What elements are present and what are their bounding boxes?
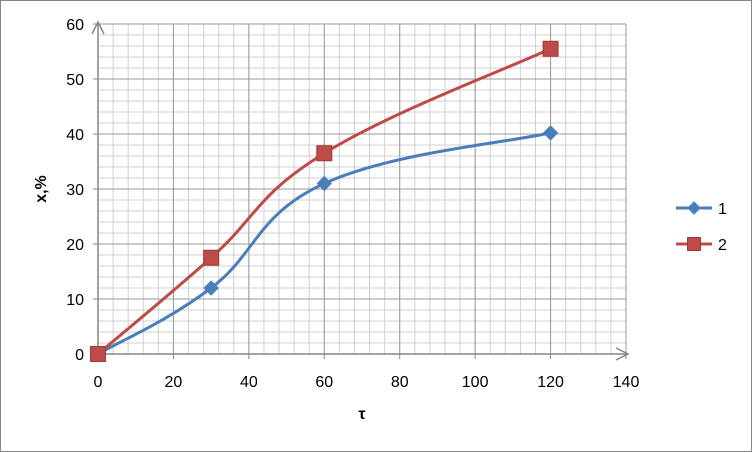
data-point-series-2 xyxy=(316,145,333,162)
legend-label-2: 2 xyxy=(718,237,727,254)
y-axis-title: x,% xyxy=(33,175,50,203)
data-point-series-1 xyxy=(203,280,219,296)
x-tick-label: 120 xyxy=(537,374,564,391)
tick-labels: 0 20 40 60 80 100 120 140 0 10 20 30 40 50 60 xyxy=(66,17,639,391)
data-point-series-2 xyxy=(203,249,220,266)
data-point-series-1 xyxy=(316,175,332,192)
data-point-series-2 xyxy=(542,40,559,57)
legend-label-1: 1 xyxy=(718,201,727,218)
series-2 xyxy=(90,40,559,362)
x-tick-label: 20 xyxy=(165,374,183,391)
y-tick-label: 10 xyxy=(66,292,84,309)
legend: 12 xyxy=(676,201,727,254)
y-tick-label: 0 xyxy=(75,347,84,364)
y-axis-arrow xyxy=(91,20,105,35)
series-line-2 xyxy=(97,47,552,356)
x-tick-label: 40 xyxy=(240,374,258,391)
x-tick-label: 140 xyxy=(613,374,640,391)
y-tick-label: 40 xyxy=(66,127,84,144)
x-axis-arrow xyxy=(615,347,630,361)
series-line-1 xyxy=(97,131,551,356)
legend-marker-1 xyxy=(687,201,701,215)
x-axis-title: τ xyxy=(358,406,365,423)
series-layer xyxy=(90,40,559,362)
x-tick-label: 60 xyxy=(315,374,333,391)
y-tick-label: 20 xyxy=(66,237,84,254)
x-tick-label: 0 xyxy=(94,374,103,391)
major-gridlines xyxy=(98,23,627,354)
legend-marker-2 xyxy=(687,237,701,251)
data-point-series-2 xyxy=(90,346,106,362)
y-tick-label: 60 xyxy=(66,17,84,34)
x-tick-label: 100 xyxy=(462,374,489,391)
data-point-series-1 xyxy=(542,125,559,141)
x-tick-label: 80 xyxy=(391,374,409,391)
y-tick-label: 30 xyxy=(66,182,84,199)
axes xyxy=(91,20,630,361)
y-tick-label: 50 xyxy=(66,72,84,89)
